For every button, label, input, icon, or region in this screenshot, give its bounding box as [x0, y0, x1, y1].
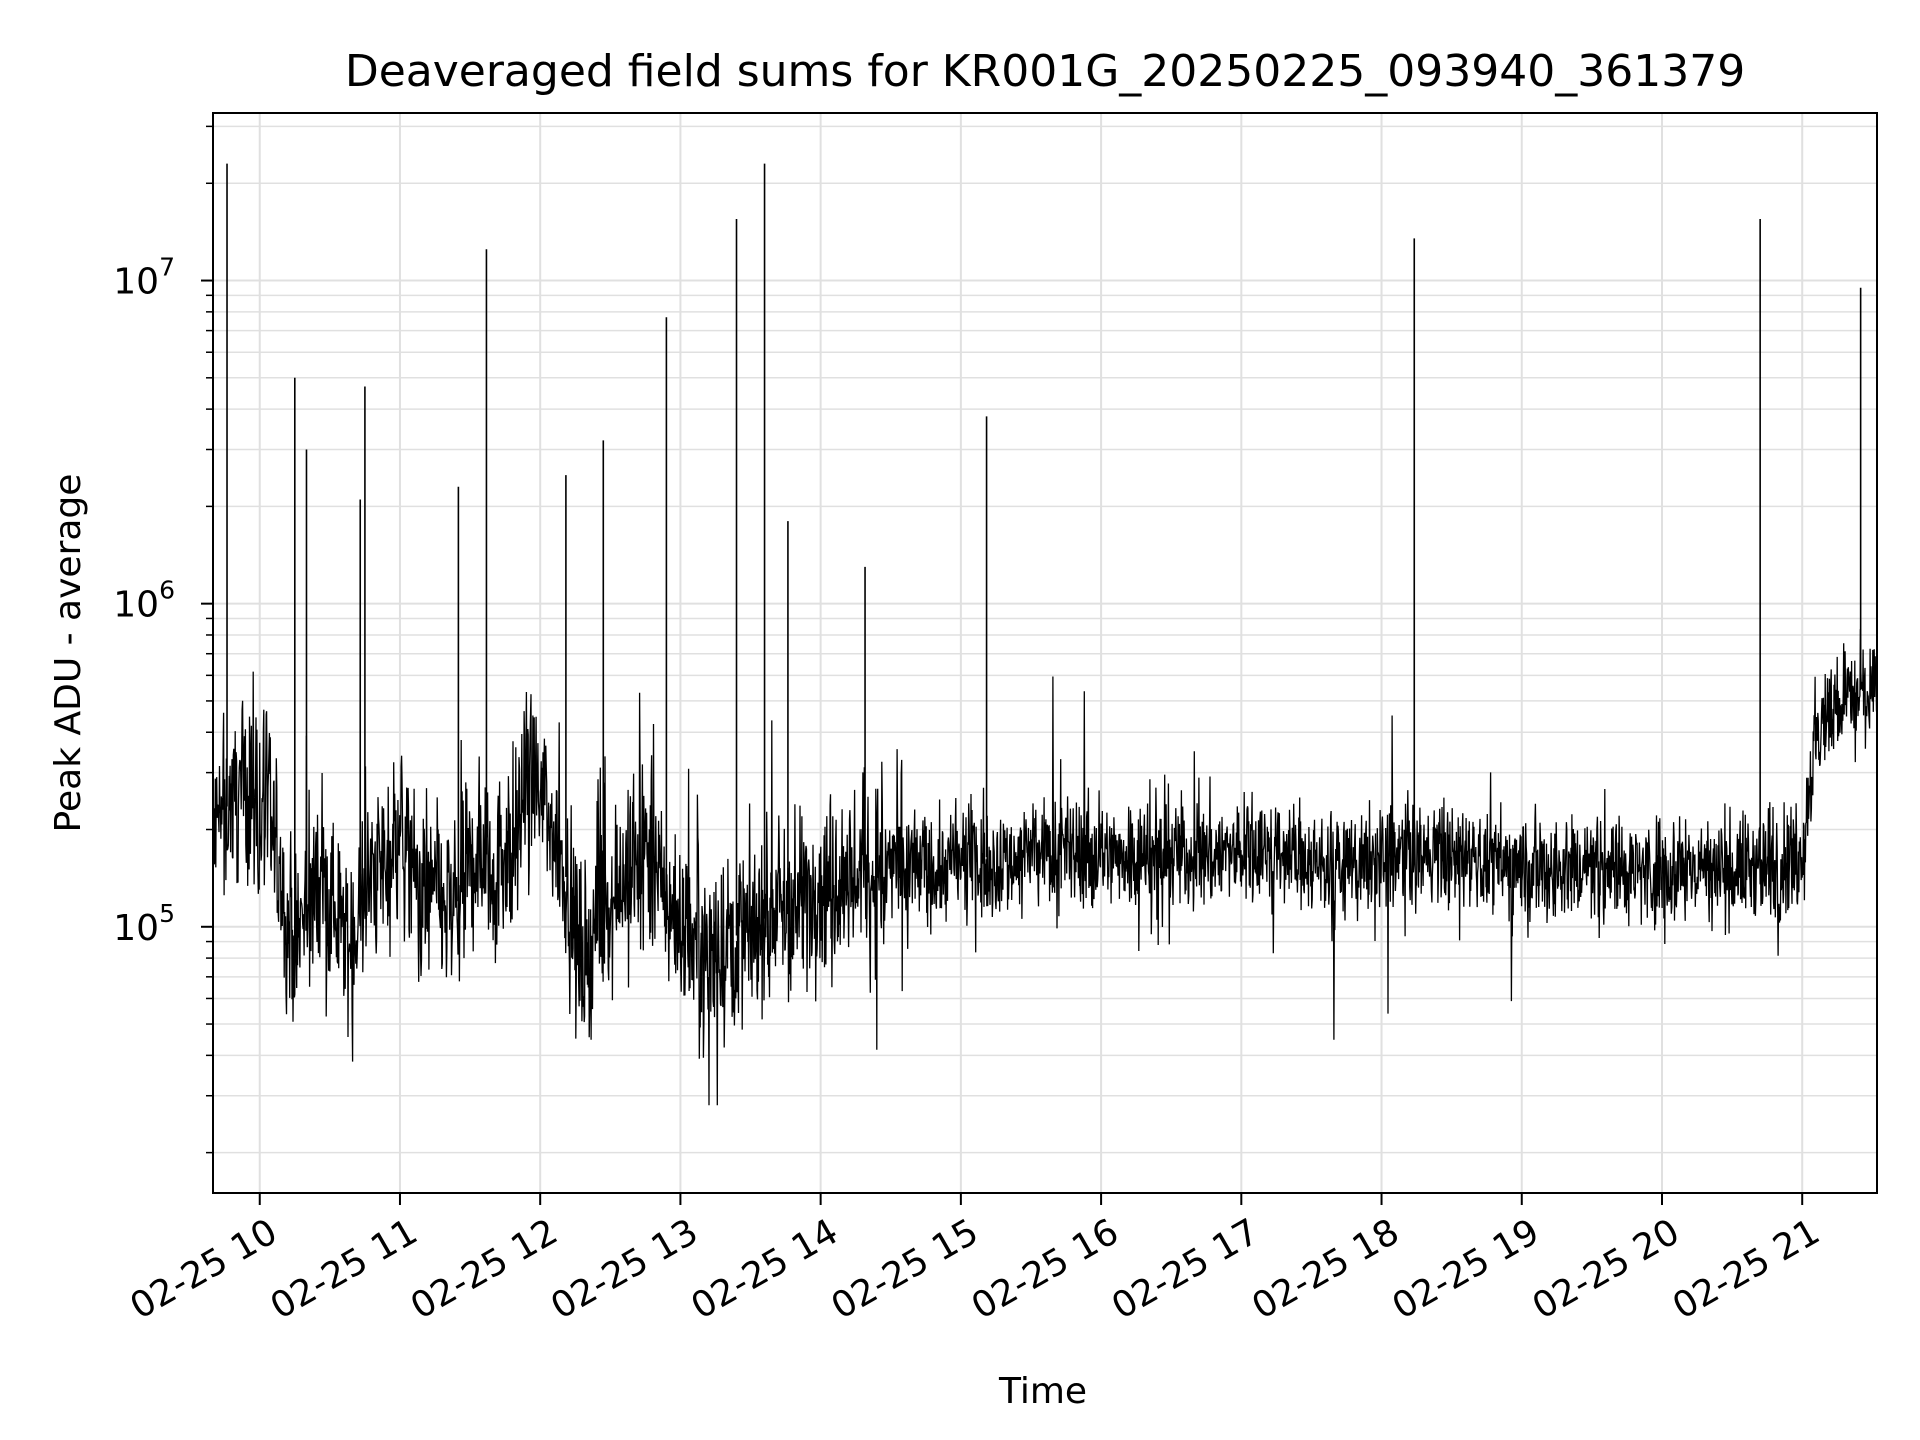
y-tick-label: 105 [113, 899, 175, 949]
y-axis: 105 106 107 [113, 125, 213, 1154]
series-layer [212, 163, 1878, 1106]
x-axis-label: Time [998, 1371, 1087, 1412]
series-line [212, 629, 1878, 1106]
y-axis-label: Peak ADU - average [48, 474, 89, 833]
y-tick-label: 106 [113, 576, 175, 626]
y-tick-label: 107 [113, 253, 175, 303]
chart-title: Deaveraged field sums for KR001G_2025022… [345, 46, 1745, 97]
